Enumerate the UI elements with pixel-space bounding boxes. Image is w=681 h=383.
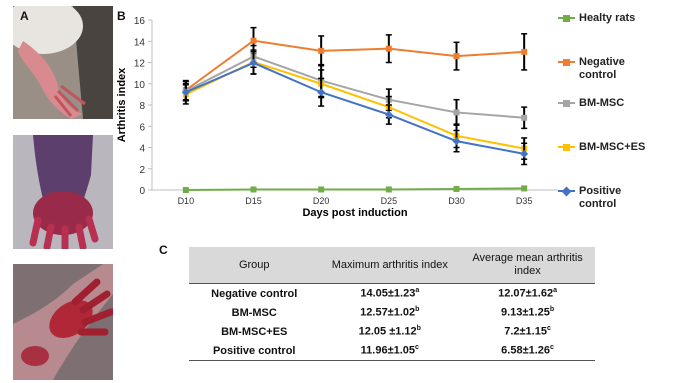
significance-letter: b (415, 306, 420, 314)
x-tick-label: D15 (245, 196, 262, 206)
cell-group: BM-MSC+ES (221, 325, 288, 338)
cell-group: Positive control (189, 341, 320, 361)
data-point (250, 186, 257, 193)
cell-group: BM-MSC (231, 306, 277, 319)
table-row: Positive control 11.96±1.05c 6.58±1.26c (189, 341, 595, 361)
x-axis-label: Days post induction (302, 207, 407, 219)
legend-label: Negative control (579, 56, 625, 81)
data-point (521, 48, 528, 55)
legend-label: Positive control (579, 185, 622, 210)
data-point (452, 137, 461, 146)
cell-max-index: 12.05 ±1.12b (358, 325, 421, 338)
table-row: BM-MSC+ES 12.05 ±1.12b 7.2±1.15c (189, 322, 595, 341)
data-point (250, 37, 257, 44)
y-tick-label: 0 (139, 186, 145, 197)
series-2 (182, 44, 528, 130)
y-tick-label: 14 (134, 37, 146, 48)
data-point (318, 47, 325, 54)
y-tick-label: 16 (134, 16, 146, 27)
legend-label: BM-MSC+ES (579, 141, 646, 153)
series-4 (181, 51, 529, 166)
panel-label-c: C (159, 243, 168, 257)
table-header-row: Group Maximum arthritis index Average me… (189, 247, 595, 284)
data-point (384, 110, 393, 119)
data-point (317, 88, 326, 97)
data-point (181, 88, 190, 97)
x-tick-label: D10 (178, 196, 195, 206)
legend-label: Healty rats (579, 12, 636, 24)
table-row: Negative control 14.05±1.23a 12.07±1.62a (189, 284, 595, 304)
series-line (185, 55, 525, 119)
data-point (521, 185, 528, 192)
y-axis-label: Arthritis index (116, 67, 128, 142)
significance-letter: b (549, 306, 555, 314)
arthritis-table: Group Maximum arthritis index Average me… (189, 247, 595, 361)
series-1 (182, 26, 528, 101)
cell-max-index: 14.05±1.23a (360, 287, 420, 300)
header-max-index: Maximum arthritis index (319, 247, 461, 284)
legend-marker (563, 100, 570, 107)
panel-label-b: B (117, 9, 126, 23)
x-tick-label: D25 (381, 196, 398, 206)
series-line (185, 39, 525, 91)
legend-label: BM-MSC (579, 97, 625, 109)
cell-avg-index: 12.07±1.62a (498, 287, 557, 300)
data-point (520, 149, 529, 158)
series-line (185, 61, 525, 155)
data-point (182, 187, 189, 193)
y-tick-label: 10 (134, 80, 146, 91)
cell-max-index: 11.96±1.05c (319, 341, 461, 361)
y-tick-label: 12 (134, 59, 146, 70)
header-avg-index: Average mean arthritis index (460, 247, 595, 284)
data-point (385, 45, 392, 52)
photo-healthy-paw (13, 6, 113, 119)
data-point (453, 185, 460, 192)
x-tick-label: D35 (516, 196, 533, 206)
y-tick-label: 4 (139, 144, 145, 155)
y-tick-label: 8 (139, 101, 145, 112)
panel-label-a: A (20, 9, 29, 23)
y-tick-label: 2 (139, 165, 145, 176)
y-tick-label: 6 (139, 122, 145, 133)
header-group: Group (189, 247, 320, 284)
significance-letter: c (546, 325, 551, 333)
series-line (185, 187, 525, 191)
photo-arthritic-paw-1 (13, 135, 113, 249)
table-row: BM-MSC 12.57±1.02b 9.13±1.25b (189, 303, 595, 322)
cell-avg-index: 6.58±1.26c (460, 341, 595, 361)
cell-max-index: 12.57±1.02b (360, 306, 420, 319)
data-point (521, 114, 528, 121)
cell-avg-index: 9.13±1.25b (500, 306, 555, 319)
series-line (185, 60, 525, 150)
legend-marker (563, 59, 570, 66)
significance-letter: a (553, 287, 557, 295)
significance-letter: b (416, 325, 421, 333)
significance-letter: c (550, 344, 554, 352)
cell-avg-index: 7.2±1.15c (504, 325, 551, 338)
photo-arthritic-paw-2 (13, 264, 113, 380)
data-point (249, 58, 258, 67)
x-tick-label: D20 (313, 196, 330, 206)
data-point (453, 109, 460, 116)
legend-marker (563, 15, 570, 22)
x-tick-label: D30 (448, 196, 465, 206)
significance-letter: a (415, 287, 420, 295)
cell-group: Negative control (211, 287, 298, 300)
legend-marker (563, 144, 570, 151)
data-point (318, 186, 325, 193)
arthritis-index-chart: 0 2 4 6 8 10 12 14 16 D10 D15 D20 D25 D30 D35 Arthriti… (116, 16, 558, 219)
data-point (453, 53, 460, 60)
data-point (385, 186, 392, 193)
series-0 (182, 185, 528, 193)
significance-letter: c (415, 344, 419, 352)
